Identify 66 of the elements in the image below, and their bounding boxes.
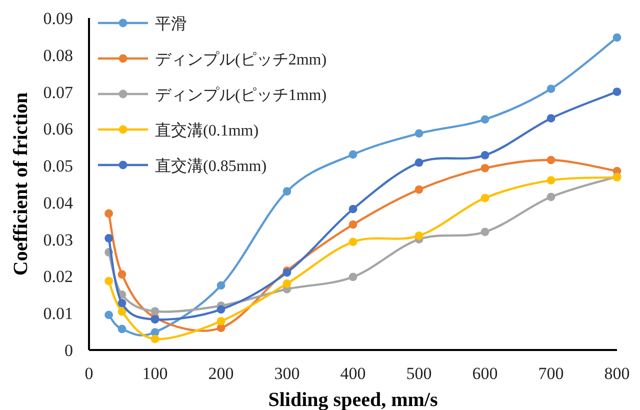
legend-item: 直交溝(0.1mm)	[98, 122, 259, 140]
point	[612, 88, 622, 96]
point	[104, 209, 113, 218]
x-tick-label: 100	[142, 364, 168, 383]
x-tick-label: 300	[274, 364, 300, 383]
point	[104, 234, 113, 242]
point	[118, 270, 126, 279]
point	[546, 176, 556, 185]
y-tick-label: 0.02	[43, 267, 73, 286]
point	[546, 114, 556, 123]
x-tick-label: 500	[406, 364, 432, 383]
legend-label: 平滑	[155, 16, 187, 33]
point	[118, 307, 126, 316]
point	[414, 129, 424, 138]
point	[480, 164, 490, 172]
point	[348, 238, 358, 246]
point	[118, 324, 126, 334]
point	[546, 156, 556, 164]
point	[216, 305, 226, 314]
y-tick-label: 0.01	[43, 304, 73, 324]
point	[348, 150, 358, 159]
point	[118, 298, 126, 308]
point	[546, 84, 556, 94]
point	[150, 307, 160, 316]
point	[104, 310, 113, 320]
x-tick-label: 800	[604, 364, 630, 383]
point	[348, 204, 358, 214]
point	[546, 192, 556, 202]
point	[282, 279, 292, 288]
legend-item: 直交溝(0.85mm)	[98, 158, 267, 175]
legend-label: ディンプル(ピッチ2mm)	[155, 50, 327, 68]
legend-item: 平滑	[98, 16, 187, 33]
point	[150, 334, 160, 344]
point	[480, 115, 490, 124]
point	[348, 220, 358, 229]
legend-label: 直交溝(0.1mm)	[155, 122, 259, 140]
y-tick-label: 0.07	[43, 82, 74, 102]
point	[282, 187, 292, 196]
point	[480, 228, 490, 236]
point	[216, 281, 226, 290]
legend-label: ディンプル(ピッチ1mm)	[155, 86, 327, 104]
x-tick-label: 0	[84, 364, 94, 383]
point	[348, 272, 358, 282]
legend-item: ディンプル(ピッチ1mm)	[98, 87, 327, 104]
y-tick-label: 0.06	[43, 120, 73, 139]
y-tick-label: 0.08	[43, 46, 73, 65]
legend-label: 直交溝(0.85mm)	[155, 157, 267, 175]
point	[480, 151, 490, 160]
y-axis-title: Coefficient of friction	[10, 92, 32, 276]
point	[216, 317, 226, 326]
y-tick-label: 0.09	[43, 9, 73, 28]
x-tick-label: 600	[472, 364, 498, 383]
point	[414, 185, 424, 194]
point	[414, 231, 424, 240]
y-tick-label: 0.03	[43, 230, 73, 250]
y-tick-label: 0.04	[43, 193, 74, 212]
legend-item: ディンプル(ピッチ2mm)	[98, 52, 327, 68]
y-tick-label: 0.05	[43, 156, 73, 176]
point	[480, 194, 490, 202]
point	[414, 158, 424, 167]
x-tick-label: 200	[208, 364, 234, 383]
y-tick-label: 0	[64, 341, 73, 360]
x-tick-label: 700	[538, 364, 564, 383]
x-tick-label: 400	[340, 364, 366, 383]
point	[104, 276, 113, 286]
point	[612, 33, 622, 42]
